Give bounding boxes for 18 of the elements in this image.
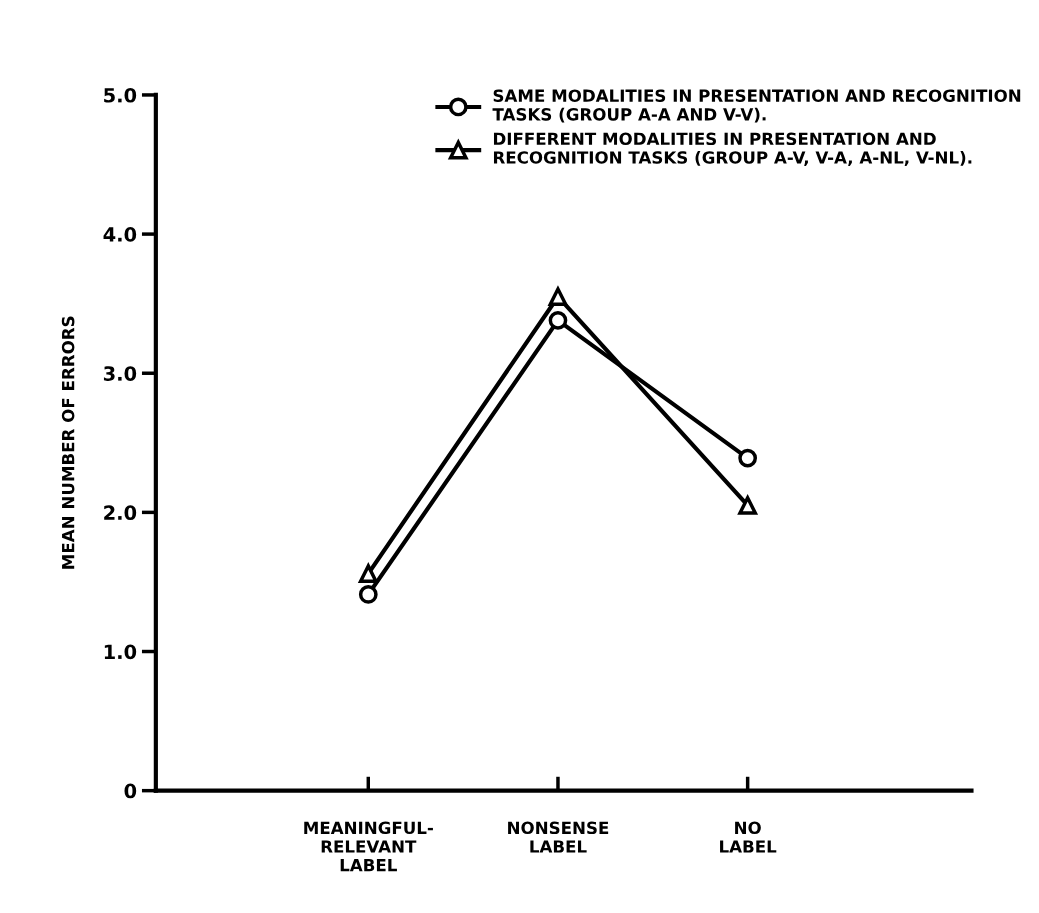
point xyxy=(548,310,568,330)
y-tick-label: 5.0 xyxy=(104,87,137,103)
y-tick-label: 2.0 xyxy=(104,505,137,521)
y-tick-label: 4.0 xyxy=(103,227,137,242)
point xyxy=(358,564,378,583)
x-tick-label: NONSENSE LABEL xyxy=(508,821,609,853)
y-tick-label: 1.0 xyxy=(104,644,137,660)
y-tick-label: 3.0 xyxy=(103,366,137,381)
point xyxy=(548,287,568,307)
x-tick-label: MEANINGFUL- RELEVANT LABEL xyxy=(304,821,433,872)
point xyxy=(738,496,758,515)
y-tick-label: 0 xyxy=(124,783,137,799)
legend-label: DIFFERENT MODALITIES IN PRESENTATION AND RECOGNITION TASKS (GROUP A-V, V-A, A-NL, V-NL). xyxy=(493,132,972,166)
point xyxy=(358,585,378,604)
x-tick-label: NO LABEL xyxy=(720,821,777,853)
y-axis-title: MEAN NUMBER OF ERRORS xyxy=(61,316,75,569)
point xyxy=(738,448,758,468)
legend-label: SAME MODALITIES IN PRESENTATION AND RECOGNITION TASKS (GROUP A-A AND V-V). xyxy=(492,89,1021,123)
